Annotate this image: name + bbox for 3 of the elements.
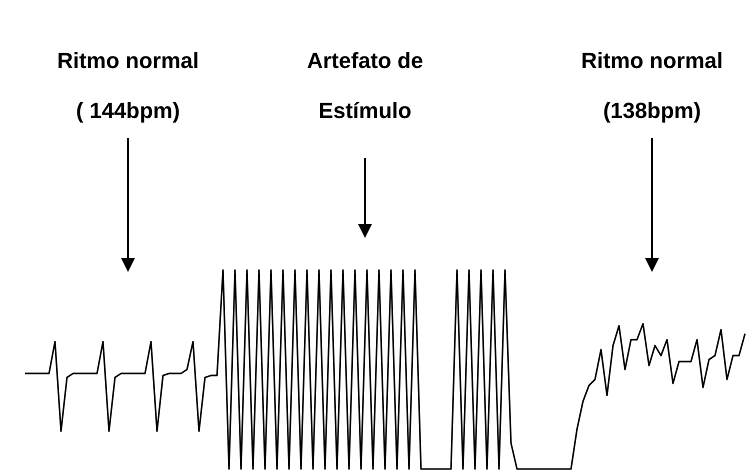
text: Artefato de Estímulo [306,48,424,123]
text: Ritmo normal (138bpm) [581,48,723,123]
text: Ritmo normal ( 144bpm) [57,48,199,123]
